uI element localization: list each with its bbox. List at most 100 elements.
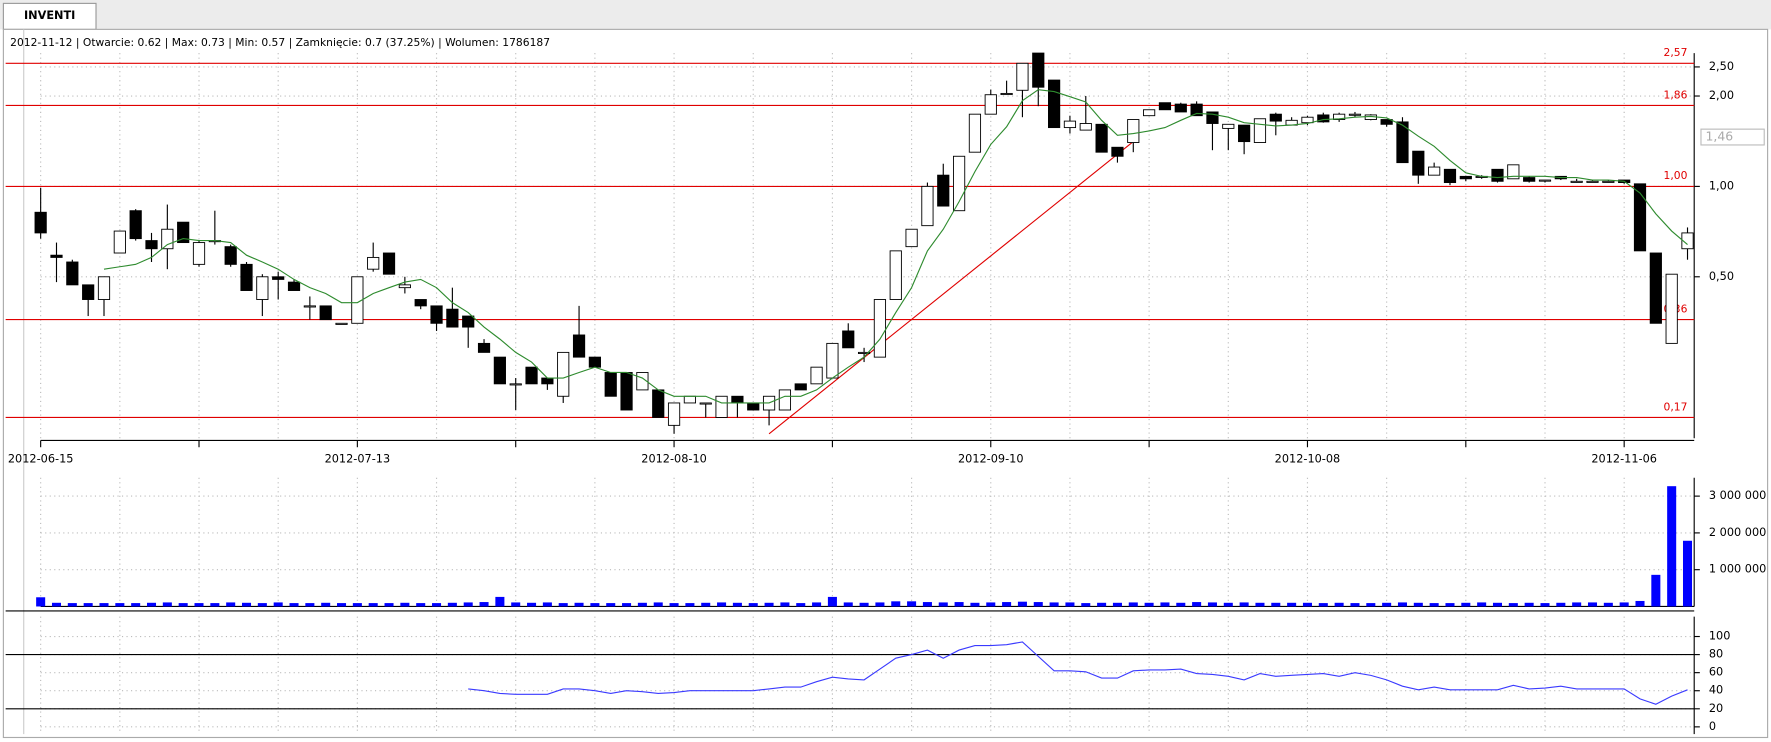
candle-body [1158,102,1172,111]
candle-body [826,342,839,379]
candle-body [272,276,285,280]
volume-bar [1255,602,1265,607]
volume-bar [305,603,315,607]
candle-body [1649,252,1662,324]
candle-body [968,113,982,153]
candle-body [794,383,807,391]
candle-body [1238,124,1251,143]
candle-body [161,228,174,250]
level-label: 2,57 [1664,46,1688,59]
volume-bar [432,603,442,607]
level-label: 1,86 [1664,88,1688,101]
candle-body [145,240,158,250]
volume-bar [859,602,869,607]
candle-body [462,315,475,328]
candle-body [367,256,380,270]
candle-body [1459,175,1472,180]
candle-body [509,383,522,386]
volume-bar [241,602,252,607]
x-tick-label: 2012-07-13 [325,453,391,466]
candle-body [351,276,364,324]
volume-bar [1397,602,1407,607]
volume-bar [812,602,822,607]
volume-bar [1033,602,1043,607]
volume-bar [83,603,93,607]
info-line: 2012-11-12 | Otwarcie: 0.62 | Max: 0.73 … [10,36,550,49]
candle-body [1333,113,1346,120]
volume-bar [907,601,917,607]
candle-body [50,254,63,258]
volume-bar [1081,603,1091,607]
volume-bar [1413,602,1423,607]
volume-bar [1160,602,1170,607]
price-marker-label: 1,46 [1705,129,1733,144]
volume-bar [780,602,790,607]
volume-bar [1492,602,1503,607]
volume-bar [1366,603,1376,607]
candle-body [192,242,206,265]
volume-bar [1603,602,1613,607]
volume-bar [1128,602,1138,607]
candle-body [177,221,190,244]
volume-bar [99,603,109,607]
candle-body [430,305,443,324]
y-tick-label: 80 [1709,648,1723,661]
candle-body [1032,52,1045,88]
candle-body [97,276,111,300]
candle-body [541,377,554,385]
y-tick-label: 1,00 [1709,179,1734,192]
volume-bar [891,601,901,607]
candle-body [446,308,459,328]
volume-bar [1382,602,1392,607]
candle-body [1491,168,1504,182]
candle-body [1253,118,1267,143]
volume-bar [764,602,774,607]
candle-body [414,299,427,307]
candle-body [1301,116,1314,124]
candle-body [240,263,253,291]
volume-bar [194,603,204,607]
volume-bar [1508,603,1518,607]
volume-bar [1002,602,1012,607]
volume-bar [748,603,758,607]
y-tick-label: 100 [1709,630,1731,643]
volume-bar [416,603,426,607]
volume-bar [1619,602,1629,607]
volume-bar [1572,602,1582,607]
candle-body [1538,179,1552,182]
volume-bar [1144,602,1154,607]
candle-body [1016,62,1029,91]
candle-body [1443,168,1457,184]
volume-bar [321,602,331,607]
candle-body [82,284,95,300]
candle-body [984,94,997,115]
candle-body [1174,103,1187,113]
volume-bar [1334,602,1344,607]
volume-bar [226,602,236,607]
volume-bar [1524,602,1534,607]
candle-body [667,402,681,426]
tab-label[interactable]: INVENTI [24,9,75,22]
candle-body [889,250,902,300]
tab[interactable] [2,2,97,30]
candle-body [1079,123,1092,131]
candle-body [731,395,744,404]
volume-bar [384,603,394,607]
volume-bar [542,602,552,607]
volume-bar [954,602,964,607]
volume-bar [986,602,996,607]
candle-body [604,372,617,397]
candle-body [1048,79,1061,129]
candle-body [1127,119,1140,143]
candle-body [699,402,712,405]
candle-body [129,210,142,240]
volume-bar [1239,602,1249,607]
candle-body [1602,180,1615,183]
volume-bar [1176,602,1186,607]
y-tick-label: 2,50 [1709,60,1734,73]
volume-bar [1112,602,1122,607]
x-tick-label: 2012-06-15 [8,453,74,466]
volume-bar [1477,602,1487,607]
candle-body [1396,121,1409,164]
volume-bar [67,603,77,607]
